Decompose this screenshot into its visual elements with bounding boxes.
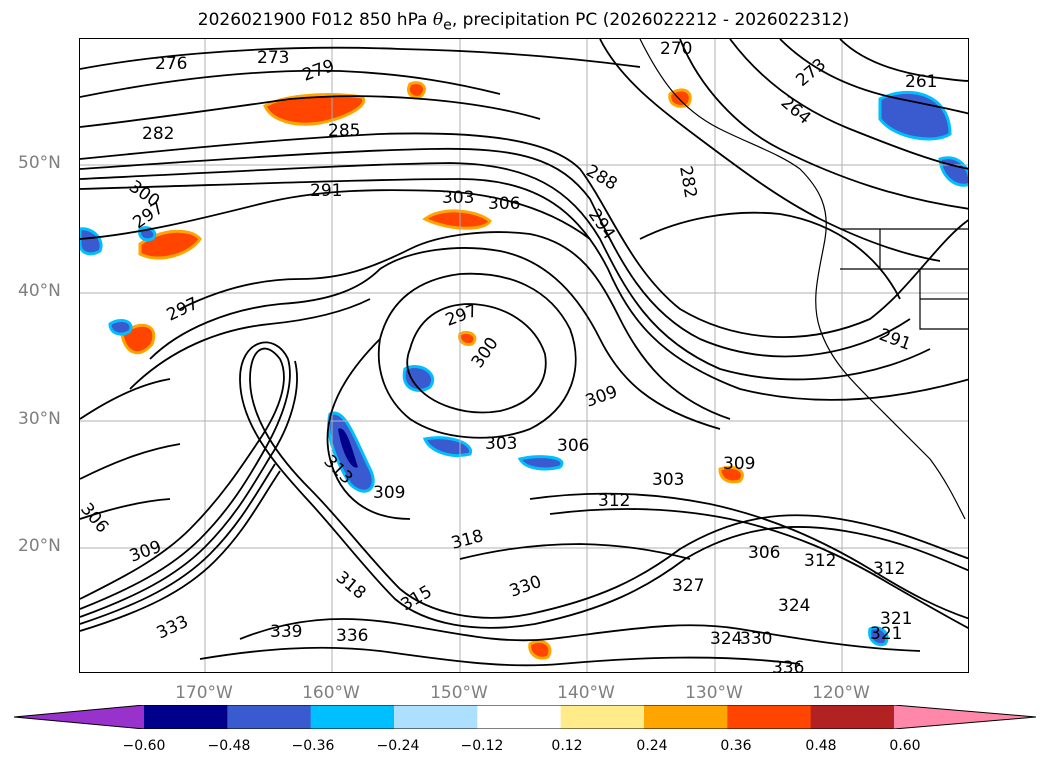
contour-label: 327	[672, 576, 704, 596]
contour-label: 303	[442, 188, 474, 208]
lon-label-140w: 140°W	[557, 683, 615, 703]
contour-label: 315	[398, 582, 436, 616]
contour-label: 291	[310, 181, 342, 201]
lat-label-30n: 30°N	[18, 409, 61, 429]
graticule	[80, 39, 968, 672]
colorbar-extension-high	[894, 705, 1036, 729]
colorbar-tick-label: 0.60	[889, 738, 921, 754]
colorbar-segment	[727, 705, 812, 729]
colorbar	[14, 705, 1036, 729]
contour-label: 306	[488, 194, 520, 214]
colorbar-tick-label: −0.48	[207, 738, 251, 754]
lon-label-160w: 160°W	[302, 683, 360, 703]
colorbar-tick-label: 0.36	[720, 738, 752, 754]
contour-label: 288	[583, 161, 621, 195]
colorbar-segment	[560, 705, 645, 729]
contour-label: 324	[710, 629, 742, 649]
colorbar-tick-label: −0.60	[122, 738, 166, 754]
theta-symbol: θ	[432, 10, 444, 30]
map-title: 2026021900 F012 850 hPa θe, precipitatio…	[0, 10, 1047, 33]
contour-label: 339	[270, 622, 302, 642]
lat-label-40n: 40°N	[18, 281, 61, 301]
contour-label: 276	[155, 54, 187, 74]
colorbar-segment	[810, 705, 895, 729]
colorbar-extension-low	[14, 705, 144, 729]
contour-label: 312	[804, 551, 836, 571]
contour-label: 336	[772, 658, 804, 673]
colorbar-segment	[144, 705, 228, 729]
contour-label: 309	[583, 382, 620, 412]
lat-label-20n: 20°N	[18, 536, 61, 556]
contour-label: 264	[777, 93, 815, 129]
contour-label: 303	[485, 434, 517, 454]
contour-label: 336	[336, 626, 368, 646]
contour-label: 270	[660, 39, 692, 59]
coastline	[639, 39, 968, 520]
contour-label: 261	[905, 72, 937, 92]
title-prefix: 2026021900 F012 850 hPa	[197, 10, 433, 30]
colorbar-tick-label: −0.36	[291, 738, 335, 754]
contour-label: 318	[449, 526, 486, 554]
contour-label: 306	[557, 436, 589, 456]
title-suffix: , precipitation PC (2026022212 - 2026022…	[451, 10, 850, 30]
contour-label: 309	[723, 454, 755, 474]
contour-label: 282	[142, 124, 174, 144]
theta-e-contours	[80, 39, 968, 667]
contour-label: 291	[876, 325, 913, 355]
contour-label: 312	[598, 491, 630, 511]
colorbar-tick-label: 0.12	[551, 738, 583, 754]
colorbar-tick-label: 0.24	[636, 738, 668, 754]
contour-label: 324	[778, 596, 810, 616]
contour-label: 297	[443, 301, 480, 331]
contour-label: 273	[792, 55, 830, 91]
map-panel: 276 273 279 282 285 291 303 306 300 297 …	[79, 38, 969, 673]
contour-label: 321	[870, 624, 902, 644]
lon-label-130w: 130°W	[685, 683, 743, 703]
colorbar-segment	[310, 705, 395, 729]
lon-label-150w: 150°W	[430, 683, 488, 703]
colorbar-tick-label: −0.12	[460, 738, 504, 754]
contour-label: 330	[740, 629, 772, 649]
contour-label: 273	[257, 48, 289, 68]
contour-label: 333	[154, 612, 192, 644]
colorbar-segment	[394, 705, 478, 729]
theta-subscript: e	[443, 17, 452, 34]
colorbar-segment	[644, 705, 728, 729]
contour-label: 285	[328, 121, 360, 141]
colorbar-tick-label: −0.24	[376, 738, 420, 754]
precip-shading	[80, 81, 968, 660]
lat-label-50n: 50°N	[18, 153, 61, 173]
lon-label-120w: 120°W	[812, 683, 870, 703]
contour-label: 330	[507, 572, 544, 602]
colorbar-tick-label: 0.48	[805, 738, 837, 754]
colorbar-segment	[477, 705, 562, 729]
contour-label: 312	[873, 559, 905, 579]
lon-label-170w: 170°W	[175, 683, 233, 703]
contour-label: 318	[332, 568, 370, 604]
colorbar-segment	[227, 705, 312, 729]
contour-label: 303	[652, 470, 684, 490]
contour-label: 306	[80, 499, 112, 537]
contour-label: 309	[127, 537, 164, 567]
contour-label: 309	[373, 483, 405, 503]
contour-label: 306	[748, 543, 780, 563]
map-canvas: 276 273 279 282 285 291 303 306 300 297 …	[80, 39, 968, 673]
contour-label: 282	[675, 164, 700, 199]
contour-label: 321	[880, 609, 912, 629]
contour-label: 297	[164, 294, 202, 326]
